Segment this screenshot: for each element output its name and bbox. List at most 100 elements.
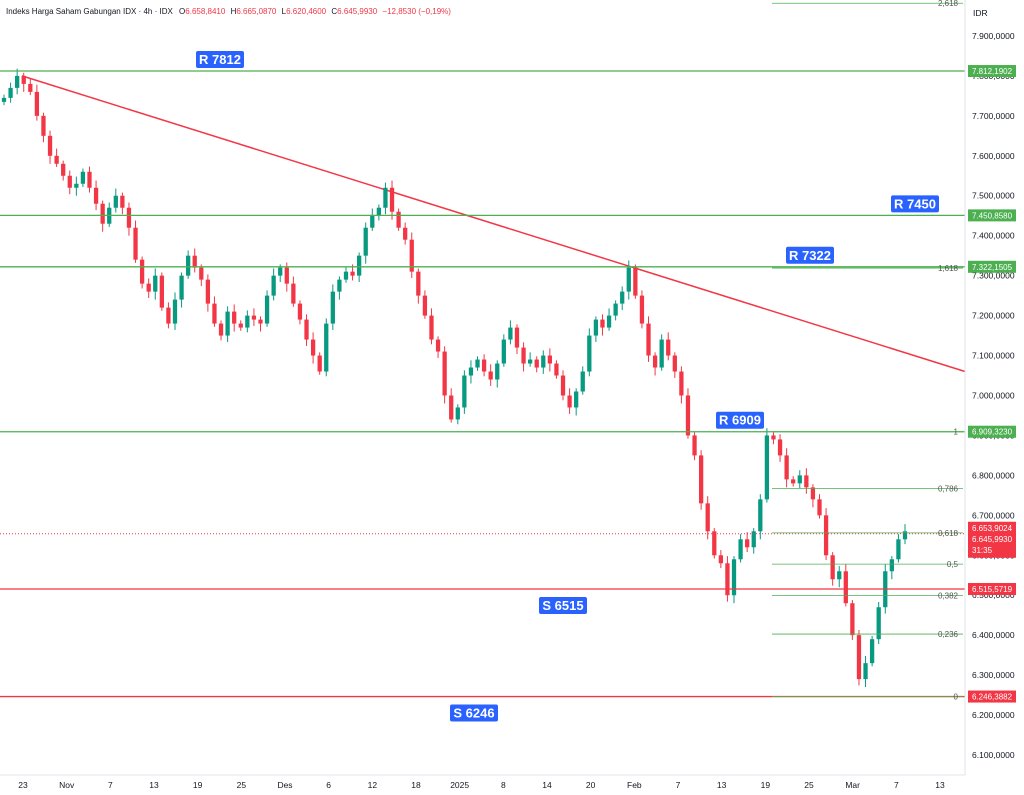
candle-body [93,187,99,204]
fib-label: 0,786 [938,484,959,493]
candle-body [139,259,145,284]
candle-body [718,555,723,564]
candle-body [521,347,526,364]
price-tick-label: 7.200,0000 [972,311,1015,321]
candle-body [166,307,171,324]
time-tick-label: 19 [193,780,203,790]
candle-body [514,327,520,348]
candle-body [258,319,263,324]
candle-body [435,339,441,352]
level-price-tag [968,425,1016,438]
candle-body [416,271,421,296]
time-tick-label: 23 [18,780,28,790]
time-tick-label: Nov [59,780,75,790]
candle-body [587,335,592,372]
candle-body [54,155,59,164]
fib-label: 0,236 [938,630,959,639]
candle-body [74,183,79,188]
fib-label: 1 [954,428,959,437]
candle-body [87,171,92,188]
level-price-tag [968,65,1016,78]
candle-body [731,559,737,596]
candle-body [462,375,467,408]
candle-body [547,355,552,364]
candle-body [67,175,72,188]
candle-body [527,359,533,364]
candle-body [810,487,816,500]
change-value: −12,8530 (−0,19%) [382,7,451,16]
candle-body [692,435,697,456]
candle-body [225,311,230,336]
time-tick-label: 7 [108,780,113,790]
candle-body [843,571,848,604]
ohlc-low-label: L [282,7,287,16]
candle-body [817,499,822,516]
level-badge [716,411,764,429]
fib-label: 0 [954,693,959,702]
time-tick-label: 18 [411,780,421,790]
price-tick-label: 7.500,0000 [972,191,1015,201]
candle-body [192,255,197,268]
candle-body [626,267,631,292]
level-badge-label: R 6909 [719,413,761,428]
fib-label: 2,618 [938,0,959,8]
level-badge [891,195,939,213]
candle-body [330,291,335,324]
level-price-tag [968,260,1016,273]
price-axis[interactable]: 7.900,00007.800,00007.700,00007.600,0000… [964,0,1015,775]
candle-body [61,163,66,176]
candle-body [278,267,283,276]
candle-body [350,271,355,276]
candle-body [705,503,710,532]
candle-body [804,475,809,488]
candle-body [738,539,743,560]
candle-body [284,267,289,284]
candle-body [889,559,894,572]
level-price-tag-text: 6.246,3882 [972,693,1013,702]
candle-body [685,395,691,436]
ohlc-close-value: 6.645,9930 [337,7,378,16]
level-lines [0,70,965,698]
candle-body [837,571,842,580]
candle-body [593,319,599,336]
ohlc-high-label: H [231,7,237,16]
fib-label: 0,618 [938,529,959,538]
candle-body [324,323,329,372]
current-price-tag-text: 31:35 [972,546,993,555]
candle-body [554,363,559,376]
time-tick-label: 2025 [450,780,469,790]
candle-body [876,607,881,640]
candle-body [856,635,862,680]
candle-body [47,135,53,156]
candle-body [468,367,474,376]
candle-body [205,279,211,304]
level-price-tag [968,690,1016,703]
candle-body [343,271,349,280]
candle-body [126,207,132,228]
time-tick-label: 14 [542,780,552,790]
candle-body [186,255,191,276]
price-tick-label: 7.900,0000 [972,31,1015,41]
candle-body [389,187,395,212]
candle-body [652,355,658,368]
time-tick-label: 25 [804,780,814,790]
candle-body [534,359,539,368]
level-price-tag-text: 7.450,8580 [972,211,1013,220]
time-axis[interactable]: 23 Nov 7 13 19 25 Des 6 12 18 2025 8 14 20 Feb 7 13 19 25 M… [0,774,965,790]
chart-header: Indeks Harga Saham Gabungan IDX · 4h · I… [6,7,451,16]
symbol-name: Indeks Harga Saham Gabungan IDX [6,7,137,16]
level-badge-label: S 6515 [542,598,583,613]
candle-body [745,539,750,548]
fib-lines: 2,618 1,618 1 0,786 0,618 0,5 0,382 0,236 0 [772,0,963,702]
level-price-tag [968,209,1016,222]
level-price-tag [968,583,1016,596]
candle-body [212,303,217,324]
candle-body [41,115,46,136]
interval: 4h [143,7,152,16]
candle-body [751,531,756,548]
time-tick-label: 8 [501,780,506,790]
candle-body [304,319,309,340]
ohlc-high-value: 6.665,0870 [236,7,277,16]
ohlc-open-label: O [179,7,185,16]
